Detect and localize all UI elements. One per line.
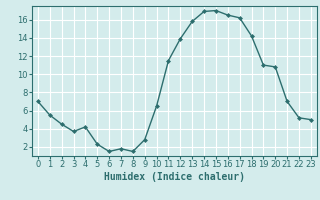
X-axis label: Humidex (Indice chaleur): Humidex (Indice chaleur) [104, 172, 245, 182]
